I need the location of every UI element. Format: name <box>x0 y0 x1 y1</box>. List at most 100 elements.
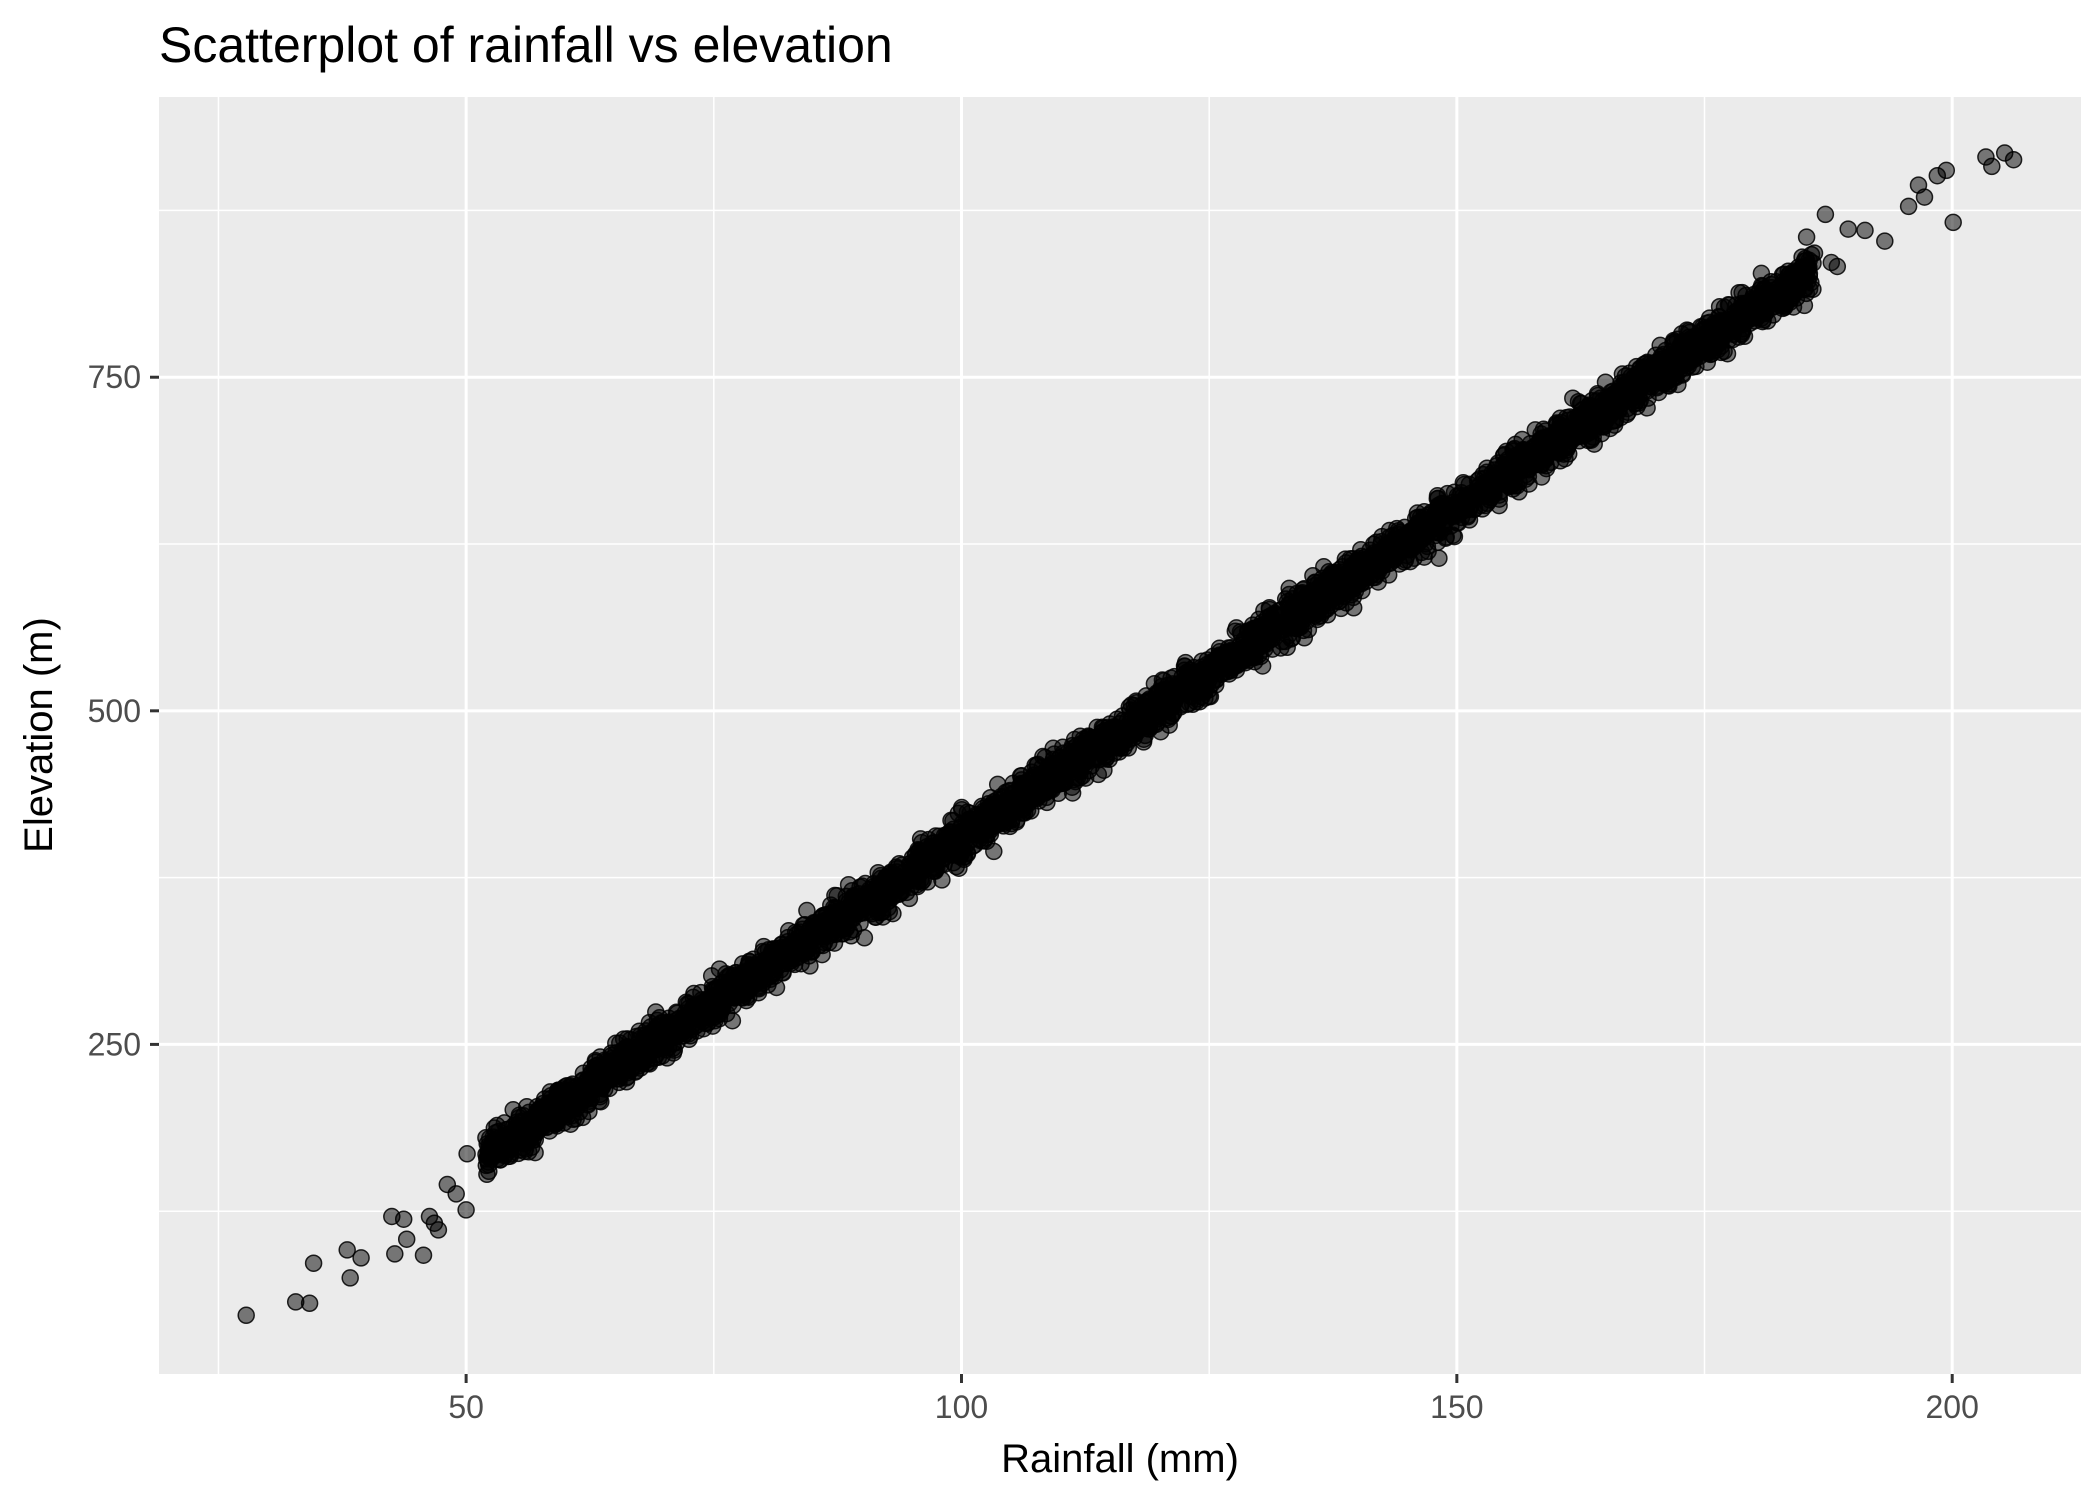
data-point <box>300 1294 319 1313</box>
data-point <box>1337 581 1356 599</box>
data-point <box>789 938 807 957</box>
data-point <box>1797 228 1816 246</box>
data-point <box>651 1020 669 1038</box>
data-point <box>1299 590 1317 609</box>
data-point <box>1090 739 1109 758</box>
data-point <box>1839 220 1857 238</box>
data-point <box>944 853 963 872</box>
data-point <box>1309 603 1327 621</box>
data-point <box>911 871 930 889</box>
data-point <box>1353 581 1371 600</box>
data-point <box>1319 585 1337 603</box>
data-point <box>937 826 956 844</box>
data-point <box>1219 639 1238 657</box>
data-point <box>1571 394 1590 413</box>
data-point <box>1076 751 1095 770</box>
data-point <box>1731 309 1749 327</box>
data-point <box>618 1030 637 1048</box>
data-point <box>996 808 1015 826</box>
data-point <box>338 1241 356 1259</box>
data-point <box>1816 205 1835 224</box>
data-point <box>1436 506 1454 524</box>
data-point <box>1899 197 1918 216</box>
data-point <box>1592 397 1611 415</box>
data-point <box>1244 625 1262 644</box>
data-point <box>1944 213 1962 232</box>
minor-gridlines <box>159 97 2081 1374</box>
data-point <box>958 803 977 821</box>
data-point <box>766 953 785 971</box>
data-point <box>1937 161 1956 180</box>
data-point <box>868 886 886 904</box>
data-point <box>1356 548 1374 566</box>
data-point <box>1799 260 1818 278</box>
data-point <box>587 1075 605 1094</box>
data-point <box>457 1201 475 1219</box>
data-point <box>1063 784 1082 802</box>
data-point <box>1856 221 1874 240</box>
data-point <box>882 865 900 884</box>
x-tick-label: 100 <box>935 1389 988 1425</box>
data-point <box>1571 427 1589 446</box>
data-point <box>2004 150 2023 169</box>
data-point <box>711 998 729 1017</box>
data-point <box>304 1254 323 1272</box>
data-point <box>636 1049 655 1067</box>
data-point <box>458 1145 476 1163</box>
data-point <box>1221 661 1240 680</box>
data-point <box>1235 638 1254 657</box>
data-point <box>1158 709 1176 727</box>
y-axis-title: Elevation (m) <box>17 617 61 853</box>
data-point <box>1176 665 1194 683</box>
data-point <box>1428 523 1446 542</box>
data-point <box>394 1210 413 1228</box>
data-point <box>1605 416 1624 434</box>
data-point <box>237 1306 255 1325</box>
data-point <box>530 1102 549 1121</box>
data-point <box>1045 745 1063 763</box>
data-point <box>702 967 721 985</box>
data-point <box>1876 232 1894 250</box>
data-point <box>1680 328 1698 346</box>
data-point <box>1625 369 1643 387</box>
y-tick-label: 750 <box>88 359 141 395</box>
data-point <box>386 1245 404 1263</box>
data-point <box>855 929 874 947</box>
data-point <box>1527 447 1546 466</box>
data-point <box>1198 651 1217 669</box>
data-point <box>1195 682 1213 700</box>
data-point <box>1773 281 1792 300</box>
data-point <box>1657 368 1675 386</box>
data-point <box>1263 620 1281 638</box>
data-point <box>1774 296 1793 315</box>
data-point <box>1120 730 1138 749</box>
data-point <box>1983 157 2001 176</box>
data-point <box>1681 345 1699 364</box>
x-tick-label: 200 <box>1926 1389 1979 1425</box>
data-point <box>1059 759 1077 778</box>
y-tick-label: 500 <box>88 693 141 729</box>
data-point <box>1121 701 1140 719</box>
data-point <box>1693 318 1712 336</box>
y-tick-label: 250 <box>88 1026 141 1062</box>
data-point <box>496 1127 515 1146</box>
data-point <box>429 1221 448 1239</box>
data-point <box>1430 549 1448 567</box>
data-point <box>414 1246 433 1264</box>
data-point <box>1660 351 1678 369</box>
data-point <box>1737 294 1755 313</box>
data-point <box>1029 787 1048 805</box>
data-point <box>919 830 938 849</box>
x-tick-label: 50 <box>448 1389 484 1425</box>
axis-tick-labels: 50 100 150 200 250 500 750 <box>88 359 1979 1425</box>
data-point <box>1628 397 1646 416</box>
data-point <box>397 1230 416 1248</box>
data-point <box>1062 740 1081 758</box>
axis-ticks <box>150 375 1954 1383</box>
data-point <box>447 1185 465 1203</box>
data-point <box>739 965 758 983</box>
data-point <box>974 821 993 839</box>
data-point <box>352 1249 370 1267</box>
data-point <box>1226 622 1245 640</box>
data-point <box>1698 353 1717 371</box>
